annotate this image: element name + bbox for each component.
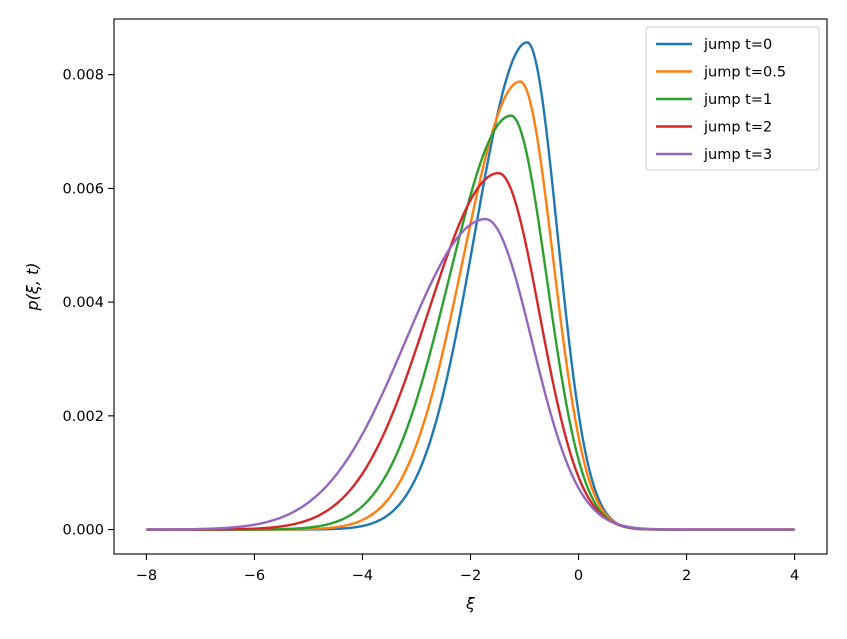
legend: jump t=0 jump t=0.5 jump t=1 jump t=2 jump t… (645, 26, 820, 171)
y-tick-label: 0.004 (62, 295, 104, 311)
legend-box (645, 26, 820, 171)
x-tick-label: 2 (682, 568, 691, 584)
y-axis-label: p(ξ, t) (23, 262, 42, 311)
legend-label: jump t=0 (703, 37, 772, 53)
legend-label: jump t=3 (703, 147, 772, 163)
x-tick-label: −2 (460, 568, 481, 584)
x-tick-label: −8 (136, 568, 157, 584)
series-layer (146, 41, 795, 531)
x-tick-label: 4 (790, 568, 799, 584)
x-tick-label: −6 (244, 568, 265, 584)
legend-label: jump t=0.5 (703, 65, 786, 81)
x-tick-label: −4 (352, 568, 373, 584)
x-axis-label: ξ (465, 594, 476, 613)
x-axis-ticks: −8 −6 −4 −2 0 2 4 (136, 554, 799, 584)
y-tick-label: 0.002 (62, 409, 104, 425)
series-line-4 (146, 217, 795, 531)
y-tick-label: 0.006 (62, 181, 104, 197)
y-tick-label: 0.000 (62, 523, 104, 539)
legend-label: jump t=2 (703, 120, 772, 136)
x-tick-label: 0 (574, 568, 583, 584)
legend-label: jump t=1 (703, 92, 772, 108)
y-tick-label: 0.008 (62, 68, 104, 84)
y-axis-ticks: 0.000 0.002 0.004 0.006 0.008 (62, 68, 114, 539)
